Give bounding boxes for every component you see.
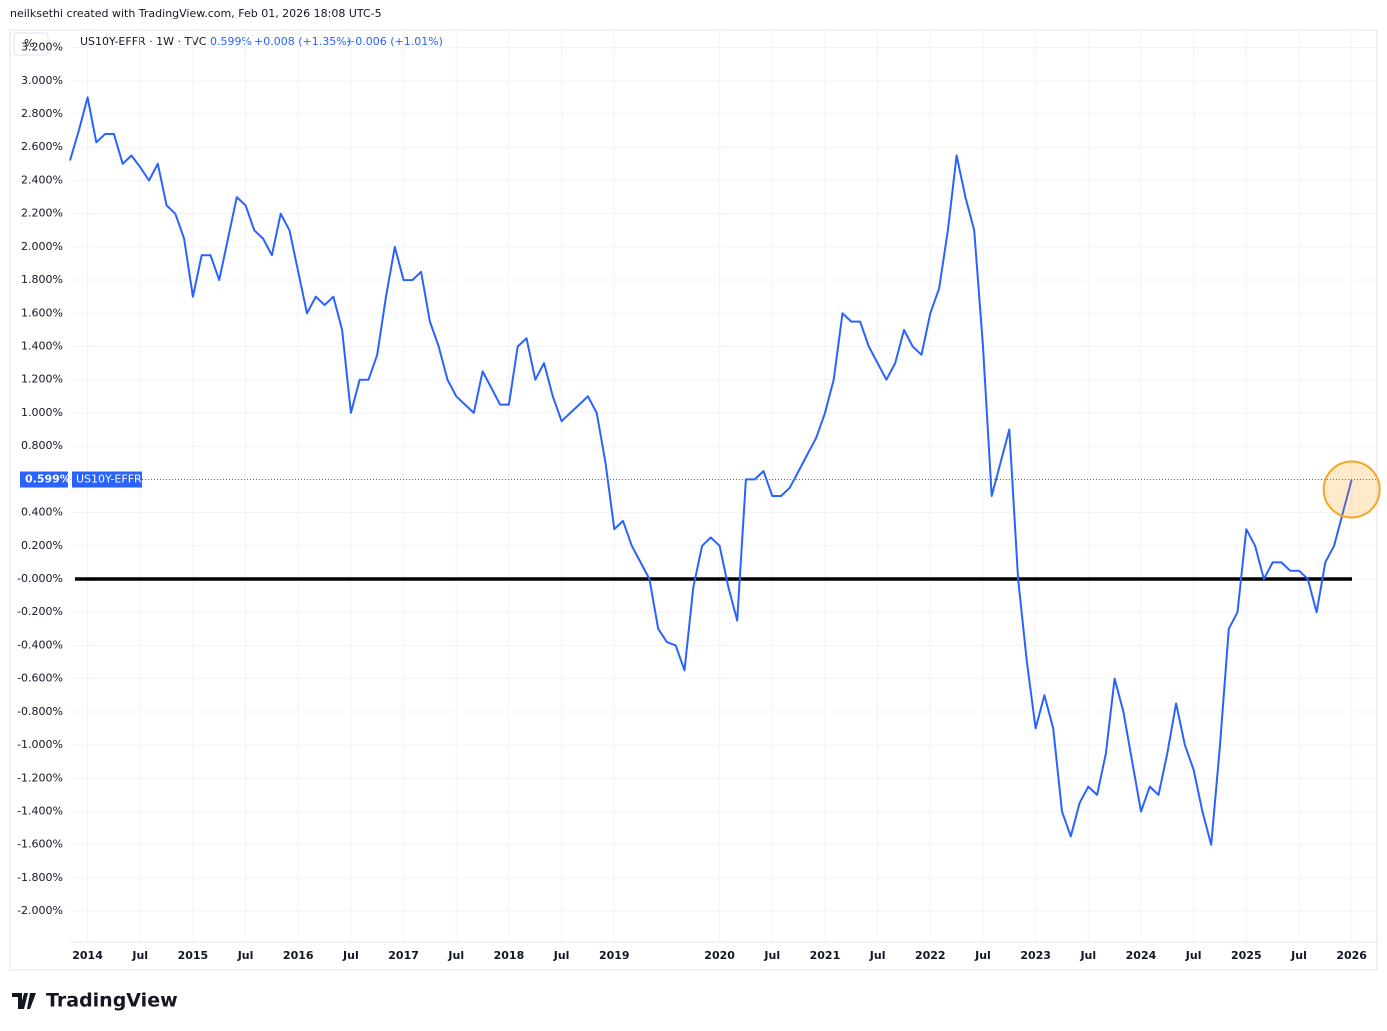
y-tick-label: -0.600%: [17, 672, 63, 685]
legend-last: 0.599%: [210, 35, 252, 48]
y-tick-label: 0.800%: [21, 439, 63, 452]
y-tick-label: 2.200%: [21, 207, 63, 220]
y-tick-label: 1.800%: [21, 273, 63, 286]
y-tick-label: -1.800%: [17, 871, 63, 884]
y-tick-label: 1.000%: [21, 406, 63, 419]
x-tick-label: 2015: [178, 949, 209, 962]
y-tick-label: 1.200%: [21, 373, 63, 386]
y-tick-label: 0.200%: [21, 539, 63, 552]
y-tick-label: 3.200%: [21, 41, 63, 54]
legend-change: +0.006 (+1.01%): [346, 35, 443, 48]
header: neilksethi created with TradingView.com,…: [10, 7, 382, 20]
logo-text: TradingView: [46, 990, 178, 1012]
x-tick-label: Jul: [1290, 949, 1307, 962]
series-badge: [72, 471, 142, 488]
x-tick-label: 2026: [1336, 949, 1367, 962]
y-tick-label: 1.600%: [21, 306, 63, 319]
y-tick-label: 3.000%: [21, 74, 63, 87]
x-tick-label: Jul: [763, 949, 780, 962]
y-tick-label: -1.000%: [17, 738, 63, 751]
x-tick-label: 2019: [599, 949, 630, 962]
y-tick-label: 0.400%: [21, 506, 63, 519]
series-line: [69, 96, 1353, 846]
x-tick-label: 2014: [72, 949, 103, 962]
x-tick-label: Jul: [1079, 949, 1096, 962]
x-tick-label: 2025: [1231, 949, 1262, 962]
x-tick-label: Jul: [342, 949, 359, 962]
x-tick-label: Jul: [447, 949, 464, 962]
y-tick-label: -1.600%: [17, 838, 63, 851]
y-tick-label: 2.800%: [21, 107, 63, 120]
y-tick-label: 2.400%: [21, 173, 63, 186]
x-tick-label: Jul: [131, 949, 148, 962]
y-tick-label: -0.000%: [17, 572, 63, 585]
price-badge: [20, 471, 68, 488]
x-tick-label: 2024: [1126, 949, 1157, 962]
y-tick-label: -1.200%: [17, 771, 63, 784]
price-badge-label: 0.599%: [25, 473, 71, 486]
y-tick-label: 2.600%: [21, 140, 63, 153]
x-tick-label: 2016: [283, 949, 314, 962]
highlight-circle: [1322, 460, 1381, 519]
x-tick-label: Jul: [553, 949, 570, 962]
legend-change: +0.008 (+1.35%): [254, 35, 351, 48]
series-badge-label: US10Y-EFFR: [76, 473, 142, 486]
legend-symbol: US10Y-EFFR · 1W · TVC: [80, 35, 207, 48]
x-tick-label: Jul: [237, 949, 254, 962]
y-tick-label: -0.400%: [17, 638, 63, 651]
y-tick-label: 2.000%: [21, 240, 63, 253]
x-tick-label: 2018: [494, 949, 525, 962]
x-tick-label: 2020: [704, 949, 735, 962]
x-tick-label: 2022: [915, 949, 946, 962]
y-tick-label: -2.000%: [17, 904, 63, 917]
x-tick-label: Jul: [869, 949, 886, 962]
x-tick-label: Jul: [974, 949, 991, 962]
x-tick-label: 2017: [388, 949, 419, 962]
logo: TradingView: [12, 990, 178, 1012]
y-tick-label: -0.800%: [17, 705, 63, 718]
unit-button[interactable]: [13, 32, 49, 56]
y-tick-label: 1.400%: [21, 340, 63, 353]
unit-label: %: [24, 37, 34, 50]
x-tick-label: Jul: [1185, 949, 1202, 962]
x-tick-label: 2021: [810, 949, 841, 962]
x-tick-label: 2023: [1020, 949, 1051, 962]
y-tick-label: -1.400%: [17, 804, 63, 817]
chart-frame: [9, 29, 1378, 971]
y-tick-label: -0.200%: [17, 605, 63, 618]
